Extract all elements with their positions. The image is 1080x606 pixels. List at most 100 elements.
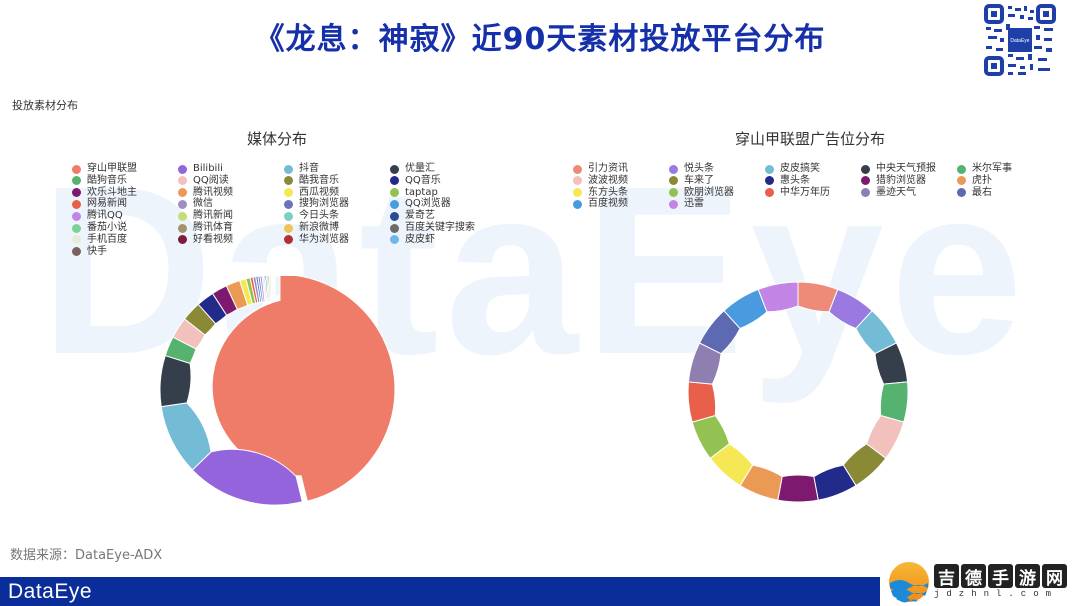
legend-label: 优量汇 xyxy=(405,163,435,174)
legend-item[interactable]: 中华万年历 xyxy=(765,187,830,199)
legend-item[interactable]: 车来了 xyxy=(669,175,714,187)
legend-item[interactable]: 穿山甲联盟 xyxy=(72,163,137,175)
legend-color-dot-icon xyxy=(284,164,293,174)
legend-item[interactable]: 酷狗音乐 xyxy=(72,175,127,187)
legend-color-dot-icon xyxy=(284,176,293,186)
legend-color-dot-icon xyxy=(178,199,187,209)
media-chart-title: 媒体分布 xyxy=(246,130,307,148)
donut-slice[interactable] xyxy=(777,474,819,503)
legend-color-dot-icon xyxy=(957,164,966,174)
legend-label: 悦头条 xyxy=(684,163,714,174)
legend-item[interactable]: 西瓜视频 xyxy=(284,187,339,199)
legend-color-dot-icon xyxy=(390,223,399,233)
legend-item[interactable]: 番茄小说 xyxy=(72,222,127,234)
legend-item[interactable]: 墨迹天气 xyxy=(861,187,916,199)
legend-item[interactable]: 抖音 xyxy=(284,163,319,175)
legend-color-dot-icon xyxy=(178,176,187,186)
legend-item[interactable]: 百度关键字搜索 xyxy=(390,222,475,234)
legend-label: Bilibili xyxy=(193,163,223,174)
legend-item[interactable]: 中央天气预报 xyxy=(861,163,936,175)
legend-item[interactable]: 悦头条 xyxy=(669,163,714,175)
legend-item[interactable]: 东方头条 xyxy=(573,187,628,199)
legend-color-dot-icon xyxy=(390,176,399,186)
legend-item[interactable]: 欢乐斗地主 xyxy=(72,187,137,199)
legend-item[interactable]: 今日头条 xyxy=(284,210,339,222)
legend-item[interactable]: 米尔军事 xyxy=(957,163,1012,175)
legend-color-dot-icon xyxy=(669,176,678,186)
legend-item[interactable]: Bilibili xyxy=(178,163,223,175)
legend-label: 皮皮虾 xyxy=(405,233,435,245)
legend-item[interactable]: 好看视频 xyxy=(178,234,233,246)
legend-item[interactable]: 惠头条 xyxy=(765,175,810,187)
legend-label: 猎豹浏览器 xyxy=(876,174,926,186)
legend-label: 酷狗音乐 xyxy=(87,174,127,186)
legend-label: 车来了 xyxy=(684,174,714,186)
legend-item[interactable]: 腾讯体育 xyxy=(178,222,233,234)
legend-label: 腾讯视频 xyxy=(193,186,233,198)
legend-item[interactable]: 优量汇 xyxy=(390,163,435,175)
legend-label: 腾讯新闻 xyxy=(193,210,233,222)
donut-slice[interactable] xyxy=(273,276,276,302)
legend-label: 墨迹天气 xyxy=(876,186,916,198)
legend-color-dot-icon xyxy=(284,199,293,209)
legend-item[interactable]: 华为浏览器 xyxy=(284,234,349,246)
legend-item[interactable]: 网易新闻 xyxy=(72,198,127,210)
legend-label: 最右 xyxy=(972,186,992,198)
donut-slice[interactable] xyxy=(757,281,799,313)
legend-color-dot-icon xyxy=(957,176,966,186)
legend-item[interactable]: 虎扑 xyxy=(957,175,992,187)
donut-slice[interactable] xyxy=(879,381,909,423)
legend-label: 中央天气预报 xyxy=(876,163,936,174)
legend-item[interactable]: 爱奇艺 xyxy=(390,210,435,222)
legend-label: QQ浏览器 xyxy=(405,198,451,210)
legend-item[interactable]: 迅雷 xyxy=(669,198,704,210)
legend-label: 搜狗浏览器 xyxy=(299,198,349,210)
donut-slice[interactable] xyxy=(211,276,396,502)
legend-item[interactable]: 腾讯视频 xyxy=(178,187,233,199)
dataeye-logo: DataEye xyxy=(8,580,93,603)
legend-item[interactable]: 手机百度 xyxy=(72,234,127,246)
legend-label: 爱奇艺 xyxy=(405,210,435,222)
legend-item[interactable]: 腾讯新闻 xyxy=(178,210,233,222)
background-watermark: DataEye xyxy=(40,136,1030,404)
donut-slice[interactable] xyxy=(159,354,192,408)
legend-item[interactable]: 酷我音乐 xyxy=(284,175,339,187)
legend-item[interactable]: QQ音乐 xyxy=(390,175,441,187)
legend-color-dot-icon xyxy=(765,188,774,198)
legend-color-dot-icon xyxy=(178,235,187,245)
legend-item[interactable]: 猎豹浏览器 xyxy=(861,175,926,187)
legend-item[interactable]: 微信 xyxy=(178,198,213,210)
legend-color-dot-icon xyxy=(573,188,582,198)
legend-color-dot-icon xyxy=(573,164,582,174)
legend-color-dot-icon xyxy=(669,199,678,209)
site-logo[interactable]: 吉 德 手 游 网 jdzhnl.com xyxy=(888,557,1080,606)
media-donut-chart xyxy=(159,276,396,506)
legend-color-dot-icon xyxy=(861,188,870,198)
legend-item[interactable]: 引力资讯 xyxy=(573,163,628,175)
legend-item[interactable]: 欧朋浏览器 xyxy=(669,187,734,199)
legend-item[interactable]: 快手 xyxy=(72,246,107,258)
legend-item[interactable]: 皮皮搞笑 xyxy=(765,163,820,175)
legend-item[interactable]: 最右 xyxy=(957,187,992,199)
legend-label: 新浪微博 xyxy=(299,222,339,233)
legend-label: 波波视频 xyxy=(588,174,628,186)
legend-item[interactable]: 百度视频 xyxy=(573,198,628,210)
legend-label: 微信 xyxy=(193,198,213,210)
page-title: 《龙息：神寂》近90天素材投放平台分布 xyxy=(254,22,826,57)
legend-item[interactable]: taptap xyxy=(390,187,438,199)
legend-item[interactable]: 新浪微博 xyxy=(284,222,339,234)
legend-item[interactable]: QQ浏览器 xyxy=(390,198,451,210)
legend-item[interactable]: 皮皮虾 xyxy=(390,234,435,246)
legend-label: 网易新闻 xyxy=(87,198,127,210)
legend-label: 快手 xyxy=(87,245,107,257)
legend-color-dot-icon xyxy=(669,188,678,198)
legend-color-dot-icon xyxy=(861,164,870,174)
legend-color-dot-icon xyxy=(72,199,81,209)
legend-item[interactable]: QQ阅读 xyxy=(178,175,229,187)
legend-item[interactable]: 腾讯QQ xyxy=(72,210,123,222)
legend-label: 手机百度 xyxy=(87,233,127,245)
donut-slice[interactable] xyxy=(687,381,717,423)
legend-item[interactable]: 搜狗浏览器 xyxy=(284,198,349,210)
legend-item[interactable]: 波波视频 xyxy=(573,175,628,187)
site-name: 吉 德 手 游 网 xyxy=(934,564,1067,589)
